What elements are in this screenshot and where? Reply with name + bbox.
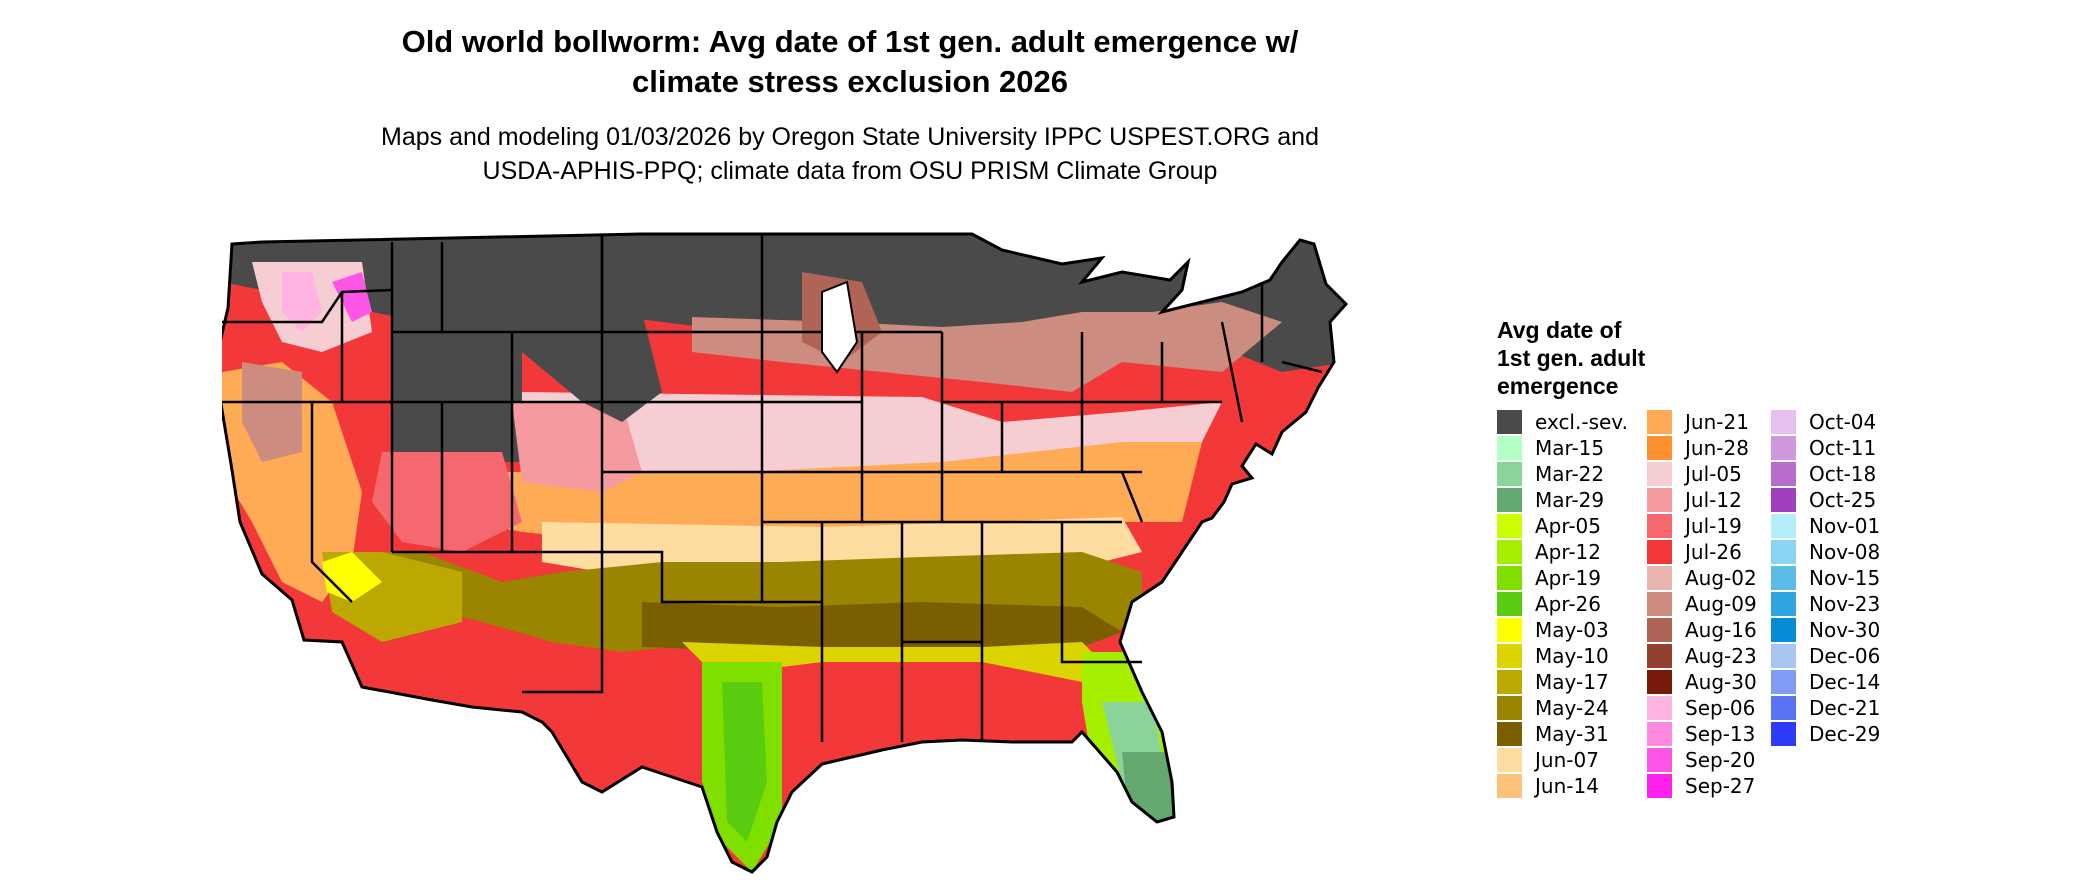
legend-label: Nov-30	[1809, 618, 1881, 642]
legend-label: Dec-14	[1809, 670, 1881, 694]
legend-swatch	[1497, 540, 1522, 564]
legend-title-line-3: emergence	[1497, 373, 1619, 399]
legend-swatch	[1647, 722, 1672, 746]
legend-label: Mar-29	[1535, 488, 1605, 512]
map-title-line-2: climate stress exclusion 2026	[632, 64, 1068, 99]
legend-swatch	[1771, 644, 1796, 668]
legend-swatch	[1771, 514, 1796, 538]
legend-swatch	[1497, 514, 1522, 538]
legend-swatch	[1647, 488, 1672, 512]
legend-label: Aug-02	[1685, 566, 1757, 590]
legend-label: Sep-20	[1685, 748, 1756, 772]
legend-swatch	[1497, 774, 1522, 798]
legend-label: Mar-22	[1535, 462, 1605, 486]
legend-swatch	[1771, 670, 1796, 694]
legend-label: Oct-18	[1809, 462, 1877, 486]
legend-swatch	[1497, 592, 1522, 616]
map-subtitle: Maps and modeling 01/03/2026 by Oregon S…	[220, 120, 1480, 188]
legend-label: Oct-11	[1809, 436, 1877, 460]
legend-swatch	[1771, 540, 1796, 564]
legend-swatch	[1497, 488, 1522, 512]
legend-title-line-1: Avg date of	[1497, 317, 1622, 343]
legend-label: May-17	[1535, 670, 1609, 694]
legend-swatch	[1771, 696, 1796, 720]
legend-label: Apr-19	[1535, 566, 1601, 590]
legend-label: Jul-19	[1685, 514, 1742, 538]
legend-swatch	[1647, 540, 1672, 564]
legend-swatch	[1771, 566, 1796, 590]
legend-swatch	[1497, 722, 1522, 746]
legend-swatch	[1647, 670, 1672, 694]
legend-swatch	[1497, 644, 1522, 668]
legend-swatch	[1647, 618, 1672, 642]
legend-swatch	[1497, 410, 1522, 434]
legend-label: Aug-09	[1685, 592, 1757, 616]
legend-title-line-2: 1st gen. adult	[1497, 345, 1646, 371]
legend-label: Nov-08	[1809, 540, 1881, 564]
legend-label: Jul-12	[1685, 488, 1742, 512]
legend-label: Aug-30	[1685, 670, 1757, 694]
legend-label: Sep-06	[1685, 696, 1756, 720]
legend-swatch	[1647, 462, 1672, 486]
legend-label: Dec-29	[1809, 722, 1881, 746]
legend-swatch	[1771, 722, 1796, 746]
legend-label: Jun-21	[1685, 410, 1749, 434]
legend-swatch	[1497, 566, 1522, 590]
legend-label: Apr-26	[1535, 592, 1601, 616]
legend-label: Oct-04	[1809, 410, 1877, 434]
legend-swatch	[1771, 410, 1796, 434]
legend-swatch	[1647, 566, 1672, 590]
legend-label: excl.-sev.	[1535, 410, 1628, 434]
legend-swatch	[1647, 774, 1672, 798]
legend-label: Jul-26	[1685, 540, 1742, 564]
legend-label: Nov-23	[1809, 592, 1881, 616]
legend-label: Sep-27	[1685, 774, 1756, 798]
legend-label: Apr-12	[1535, 540, 1601, 564]
legend-swatch	[1497, 618, 1522, 642]
legend-swatch	[1771, 592, 1796, 616]
legend-label: Dec-21	[1809, 696, 1881, 720]
legend-label: May-24	[1535, 696, 1609, 720]
legend-label: Jun-28	[1685, 436, 1749, 460]
legend-label: Jul-05	[1685, 462, 1742, 486]
legend-swatch	[1771, 488, 1796, 512]
legend-label: Sep-13	[1685, 722, 1756, 746]
legend-swatch	[1647, 514, 1672, 538]
legend-swatch	[1647, 410, 1672, 434]
legend-swatch	[1497, 748, 1522, 772]
legend-label: Aug-23	[1685, 644, 1757, 668]
legend-swatch	[1497, 436, 1522, 460]
legend-swatch	[1497, 670, 1522, 694]
legend-swatch	[1647, 748, 1672, 772]
legend-label: Jun-07	[1535, 748, 1599, 772]
legend-swatch	[1771, 436, 1796, 460]
legend-label: Jun-14	[1535, 774, 1599, 798]
legend-label: Oct-25	[1809, 488, 1877, 512]
map-title-line-1: Old world bollworm: Avg date of 1st gen.…	[401, 24, 1299, 59]
legend-swatch	[1647, 592, 1672, 616]
legend-swatch	[1497, 462, 1522, 486]
legend-label: May-10	[1535, 644, 1609, 668]
us-emergence-map	[222, 232, 1349, 874]
map-title: Old world bollworm: Avg date of 1st gen.…	[220, 22, 1480, 102]
map-subtitle-line-1: Maps and modeling 01/03/2026 by Oregon S…	[381, 123, 1319, 151]
legend-swatch	[1771, 462, 1796, 486]
legend-title: Avg date of 1st gen. adult emergence	[1497, 316, 1645, 400]
legend-swatch	[1497, 696, 1522, 720]
legend-label: Mar-15	[1535, 436, 1605, 460]
legend-swatch	[1647, 696, 1672, 720]
legend-swatch	[1771, 618, 1796, 642]
legend-label: Dec-06	[1809, 644, 1881, 668]
legend-label: Aug-16	[1685, 618, 1757, 642]
legend-swatch	[1647, 436, 1672, 460]
legend-label: May-03	[1535, 618, 1609, 642]
map-subtitle-line-2: USDA-APHIS-PPQ; climate data from OSU PR…	[482, 157, 1218, 185]
legend-label: Apr-05	[1535, 514, 1601, 538]
legend-label: Nov-15	[1809, 566, 1881, 590]
legend-label: May-31	[1535, 722, 1609, 746]
legend-swatch	[1647, 644, 1672, 668]
legend-label: Nov-01	[1809, 514, 1881, 538]
